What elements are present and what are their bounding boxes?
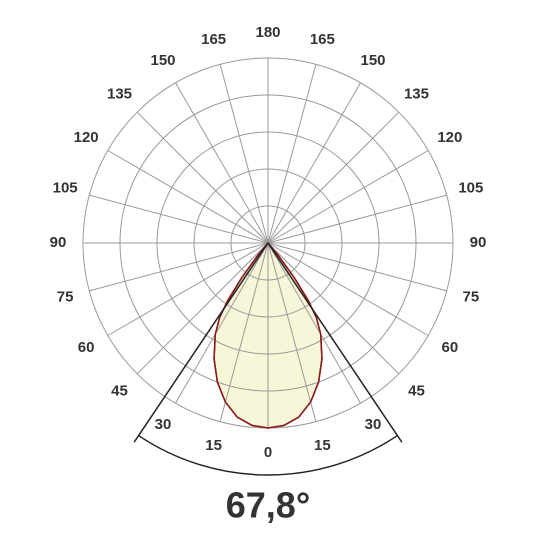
angle-label: 45 — [408, 382, 425, 399]
angle-label: 135 — [107, 85, 132, 102]
grid-spoke — [175, 242, 269, 404]
angle-label: 15 — [314, 437, 331, 454]
angle-label: 165 — [310, 31, 335, 48]
beam-arc — [138, 434, 398, 476]
grid-spoke — [175, 82, 269, 244]
angle-label: 75 — [463, 288, 480, 305]
grid-spoke — [219, 64, 269, 244]
angle-label: 105 — [53, 180, 78, 197]
beam-line — [267, 242, 403, 443]
angle-label: 45 — [111, 382, 128, 399]
grid-spoke — [267, 150, 429, 244]
angle-label: 75 — [57, 288, 74, 305]
grid-spoke — [136, 111, 269, 244]
grid-spoke — [219, 242, 269, 422]
angle-label: 180 — [255, 24, 280, 41]
angle-label: 105 — [458, 180, 483, 197]
grid-spoke — [267, 242, 361, 404]
grid-spoke — [267, 64, 317, 244]
grid-spoke — [107, 150, 269, 244]
angle-label: 150 — [150, 52, 175, 69]
angle-label: 150 — [360, 52, 385, 69]
grid-spoke — [89, 194, 269, 244]
grid-spoke — [267, 82, 361, 244]
angle-label: 165 — [201, 31, 226, 48]
angle-label: 120 — [74, 129, 99, 146]
angle-label: 30 — [155, 416, 172, 433]
grid-spoke — [267, 242, 447, 292]
angle-label: 90 — [50, 234, 67, 251]
angle-label: 60 — [78, 339, 95, 356]
grid-spoke — [89, 242, 269, 292]
grid-spoke — [267, 242, 400, 375]
grid-spoke — [136, 242, 269, 375]
grid-spoke — [267, 242, 429, 336]
grid-spoke — [267, 111, 400, 244]
beam-line — [133, 242, 269, 443]
angle-label: 30 — [365, 416, 382, 433]
grid-spoke — [267, 242, 317, 422]
angle-label: 15 — [205, 437, 222, 454]
angle-label: 60 — [442, 339, 459, 356]
angle-label: 0 — [264, 444, 272, 461]
angle-label: 90 — [470, 234, 487, 251]
beam-angle-label: 67,8° — [226, 485, 310, 526]
grid-spoke — [267, 194, 447, 244]
grid-spoke — [107, 242, 269, 336]
angle-label: 120 — [437, 129, 462, 146]
angle-label: 135 — [404, 85, 429, 102]
